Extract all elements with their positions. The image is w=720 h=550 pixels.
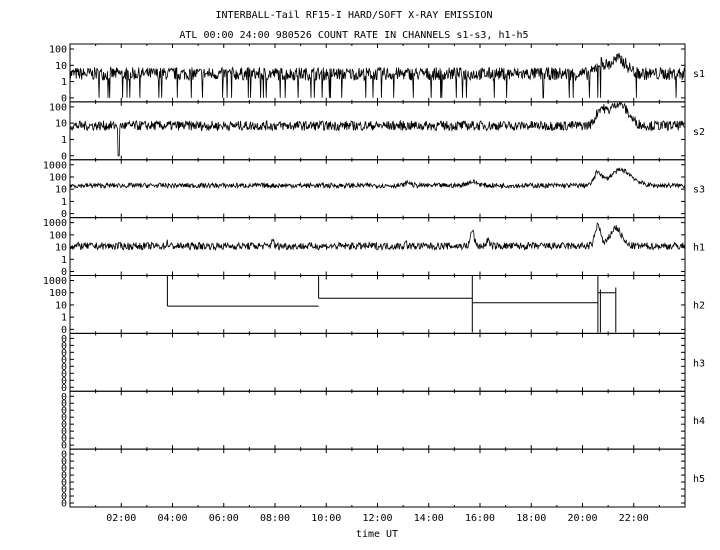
y-tick-label: 100 (49, 230, 67, 241)
y-tick-label: 0 (61, 93, 67, 104)
y-tick-label: 0 (61, 450, 67, 461)
y-tick-label: 1 (61, 313, 67, 324)
y-tick-label: 1000 (43, 160, 67, 171)
y-tick-label: 0 (61, 478, 67, 489)
y-tick-label: 0 (61, 399, 67, 410)
y-tick-label: 10 (55, 61, 67, 72)
y-tick-label: 1 (61, 77, 67, 88)
y-tick-label: 0 (61, 209, 67, 220)
panel-frame (69, 275, 686, 334)
x-tick-label: 16:00 (465, 513, 495, 524)
y-tick-label: 1000 (43, 218, 67, 229)
series-h2 (166, 275, 617, 333)
y-tick-label: 0 (61, 413, 67, 424)
y-tick-label: 0 (61, 362, 67, 373)
y-tick-label: 0 (61, 369, 67, 380)
y-tick-label: 0 (61, 464, 67, 475)
panel-frame (69, 101, 686, 161)
panel-label: s2 (693, 127, 705, 138)
y-tick-label: 0 (61, 334, 67, 345)
y-tick-label: 0 (61, 383, 67, 394)
y-tick-label: 0 (61, 457, 67, 468)
chart-title: INTERBALL-Tail RF15-I HARD/SOFT X-RAY EM… (216, 10, 493, 21)
y-tick-label: 10 (55, 185, 67, 196)
chart-subtitle: ATL 00:00 24:00 980526 COUNT RATE IN CHA… (179, 30, 528, 41)
y-tick-label: 10 (55, 119, 67, 130)
y-tick-label: 0 (61, 499, 67, 510)
x-tick-label: 22:00 (619, 513, 649, 524)
panel-frame (69, 159, 686, 219)
panels: 1001010s11001010s210001001010s3100010010… (43, 43, 705, 510)
panel-label: h2 (693, 300, 705, 311)
series-h1 (69, 222, 686, 252)
y-tick-label: 1000 (43, 276, 67, 287)
y-tick-label: 0 (61, 420, 67, 431)
panel-label: s3 (693, 185, 705, 196)
panel-frame (69, 332, 686, 392)
y-tick-label: 100 (49, 288, 67, 299)
y-tick-label: 100 (49, 45, 67, 56)
y-tick-label: 0 (61, 441, 67, 452)
y-tick-label: 1 (61, 135, 67, 146)
y-tick-label: 0 (61, 434, 67, 445)
x-tick-label: 06:00 (209, 513, 239, 524)
y-tick-label: 100 (49, 172, 67, 183)
y-tick-label: 0 (61, 471, 67, 482)
panel-label: h5 (693, 474, 705, 485)
y-tick-label: 1 (61, 197, 67, 208)
y-tick-label: 10 (55, 243, 67, 254)
x-axis-label: time UT (356, 529, 398, 540)
x-tick-label: 04:00 (157, 513, 187, 524)
panel-frame (69, 448, 686, 508)
x-tick-label: 12:00 (362, 513, 392, 524)
y-tick-label: 0 (61, 376, 67, 387)
series-s3 (69, 167, 686, 190)
x-tick-label: 02:00 (106, 513, 136, 524)
y-tick-label: 0 (61, 406, 67, 417)
panel-label: h3 (693, 358, 705, 369)
series-s2 (69, 101, 686, 157)
y-tick-label: 0 (61, 492, 67, 503)
x-tick-label: 18:00 (516, 513, 546, 524)
y-tick-label: 0 (61, 427, 67, 438)
x-tick-label: 20:00 (567, 513, 597, 524)
panel-frame (69, 390, 686, 450)
panel-label: h1 (693, 243, 705, 254)
y-tick-label: 0 (61, 348, 67, 359)
x-tick-label: 10:00 (311, 513, 341, 524)
y-tick-label: 10 (55, 300, 67, 311)
y-tick-label: 100 (49, 102, 67, 113)
y-tick-label: 0 (61, 392, 67, 403)
y-tick-label: 0 (61, 485, 67, 496)
y-tick-label: 0 (61, 355, 67, 366)
y-tick-label: 0 (61, 341, 67, 352)
y-tick-label: 0 (61, 267, 67, 278)
series-s1 (69, 52, 686, 99)
x-tick-label: 08:00 (260, 513, 290, 524)
x-axis-ticks: 02:00 04:00 06:00 08:00 10:00 12:00 14:00 16:00… (106, 513, 649, 524)
y-tick-label: 1 (61, 255, 67, 266)
y-tick-label: 0 (61, 325, 67, 336)
panel-label: s1 (693, 69, 705, 80)
panel-label: h4 (693, 416, 705, 427)
x-tick-label: 14:00 (414, 513, 444, 524)
y-tick-label: 0 (61, 151, 67, 162)
